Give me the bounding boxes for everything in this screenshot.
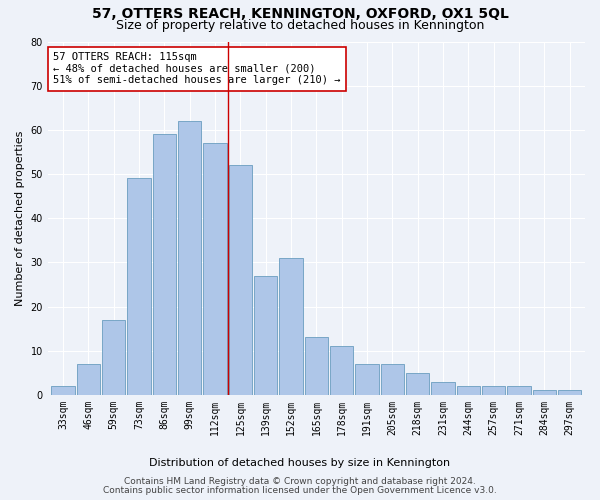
Bar (558, 390, 581, 395)
Bar (102, 320, 125, 395)
Text: Contains HM Land Registry data © Crown copyright and database right 2024.: Contains HM Land Registry data © Crown c… (124, 477, 476, 486)
Bar (152, 134, 176, 395)
Bar (533, 390, 556, 395)
Bar (482, 386, 505, 395)
Bar (229, 165, 252, 395)
Text: 57, OTTERS REACH, KENNINGTON, OXFORD, OX1 5QL: 57, OTTERS REACH, KENNINGTON, OXFORD, OX… (92, 8, 508, 22)
Bar (280, 258, 303, 395)
Bar (127, 178, 151, 395)
Bar (508, 386, 531, 395)
Bar (178, 121, 202, 395)
Bar (381, 364, 404, 395)
Bar (305, 338, 328, 395)
Bar (203, 143, 227, 395)
Bar (52, 386, 74, 395)
Bar (355, 364, 379, 395)
Text: Size of property relative to detached houses in Kennington: Size of property relative to detached ho… (116, 19, 484, 32)
Text: Contains public sector information licensed under the Open Government Licence v3: Contains public sector information licen… (103, 486, 497, 495)
Bar (77, 364, 100, 395)
Bar (330, 346, 353, 395)
Y-axis label: Number of detached properties: Number of detached properties (15, 130, 25, 306)
Bar (406, 373, 430, 395)
Bar (457, 386, 480, 395)
Bar (254, 276, 277, 395)
Bar (431, 382, 455, 395)
Text: Distribution of detached houses by size in Kennington: Distribution of detached houses by size … (149, 458, 451, 468)
Text: 57 OTTERS REACH: 115sqm
← 48% of detached houses are smaller (200)
51% of semi-d: 57 OTTERS REACH: 115sqm ← 48% of detache… (53, 52, 341, 86)
